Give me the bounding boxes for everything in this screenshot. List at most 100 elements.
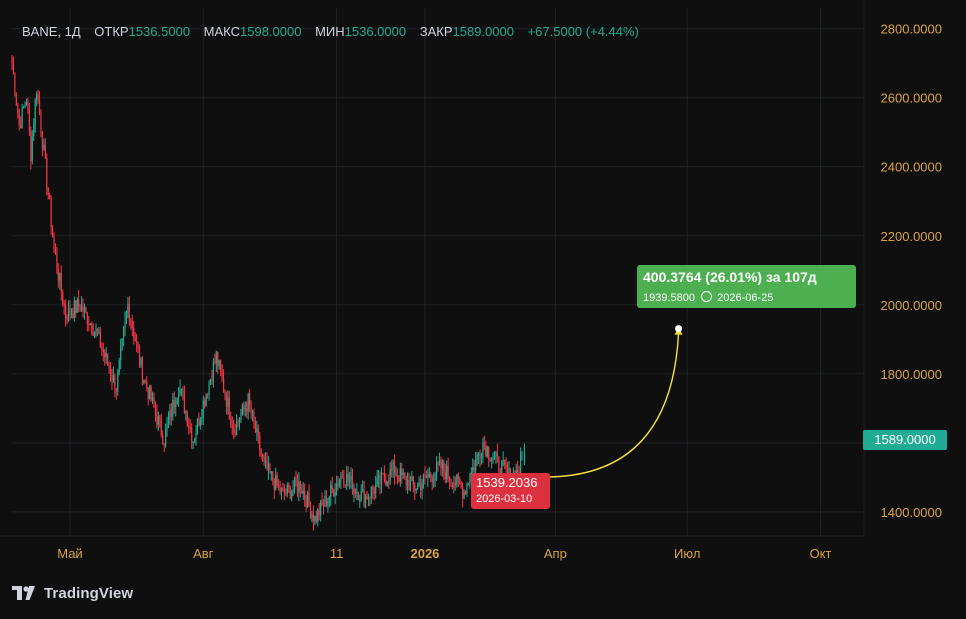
candle-body <box>175 403 177 408</box>
symbol-label[interactable]: BANE, 1Д <box>22 24 81 39</box>
candle-body <box>476 454 478 460</box>
tradingview-logo[interactable]: TradingView <box>12 583 133 603</box>
candle-body <box>247 393 249 412</box>
candle-body <box>304 490 306 499</box>
candle-body <box>517 469 519 474</box>
candle-body <box>117 372 119 392</box>
candle-body <box>479 454 481 458</box>
candle-body <box>444 471 446 480</box>
candle-body <box>72 313 74 318</box>
candle-body <box>318 509 320 516</box>
candle-body <box>160 418 162 436</box>
candle-body <box>435 462 438 474</box>
start-callout[interactable]: 1539.2036 2026-03-10 <box>471 473 550 509</box>
candle-body <box>207 394 209 396</box>
candle-body <box>372 486 374 490</box>
candle-body <box>202 400 204 418</box>
low-label: МИН <box>315 24 345 39</box>
candle-body <box>269 464 271 473</box>
candle-body <box>137 342 139 349</box>
candle-body <box>504 460 506 465</box>
candle-body <box>440 460 442 468</box>
candle-body <box>122 329 125 339</box>
candle-body <box>279 485 281 493</box>
candle-body <box>193 439 196 443</box>
candle-body <box>392 461 394 471</box>
tradingview-logo-icon <box>12 586 35 600</box>
candle-body <box>406 480 409 486</box>
candle-body <box>402 472 404 476</box>
candle-body <box>249 393 251 405</box>
candle-body <box>395 475 397 477</box>
candle-body <box>308 492 310 505</box>
candle-body <box>311 513 313 518</box>
candle-body <box>270 471 272 473</box>
candle-body <box>134 337 136 342</box>
change-value: +67.5000 (+4.44%) <box>527 24 639 39</box>
candle-body <box>149 386 151 400</box>
candle-body <box>408 480 410 491</box>
candle-body <box>480 456 483 458</box>
projection-curve[interactable] <box>536 333 680 478</box>
candle-body <box>147 388 149 400</box>
candle-body <box>92 332 94 336</box>
candle-body <box>441 461 443 468</box>
time-tick-label: 2026 <box>410 546 439 561</box>
candle-body <box>231 425 233 429</box>
candle-body <box>83 307 86 312</box>
candle-body <box>227 397 229 407</box>
target-callout[interactable]: 400.3764 (26.01%) за 107д 1939.5800 2026… <box>637 265 856 308</box>
candle-body <box>446 465 448 480</box>
candle-body <box>388 481 390 483</box>
candle-body <box>136 341 138 343</box>
candle-body <box>401 468 403 476</box>
candle-body <box>98 331 100 334</box>
candle-body <box>482 443 484 457</box>
candle-body <box>173 399 175 408</box>
candle-body <box>50 199 52 228</box>
candle-body <box>114 375 116 391</box>
candle-body <box>414 484 416 491</box>
time-axis[interactable]: Май Авг 11 2026 Апр Июл Окт <box>0 535 864 561</box>
candle-body <box>221 370 223 379</box>
candle-body <box>496 452 499 457</box>
candles[interactable] <box>11 54 526 531</box>
candle-body <box>224 391 226 396</box>
candle-body <box>341 476 343 478</box>
candle-body <box>124 320 126 330</box>
candle-body <box>291 491 293 499</box>
candle-body <box>344 484 346 486</box>
candle-body <box>38 99 41 115</box>
candle-body <box>492 458 494 460</box>
candle-body <box>246 408 248 412</box>
candle-body <box>15 95 17 106</box>
candle-body <box>385 480 387 486</box>
candle-body <box>196 418 199 433</box>
projection-end-handle[interactable] <box>675 325 683 333</box>
candle-body <box>285 493 287 495</box>
candle-body <box>130 320 132 322</box>
candle-body <box>128 303 130 321</box>
candle-body <box>234 432 236 436</box>
candle-body <box>334 492 336 496</box>
candle-body <box>166 424 168 430</box>
candle-body <box>262 455 264 458</box>
candle-body <box>62 291 64 304</box>
high-value: 1598.0000 <box>240 24 302 39</box>
candle-body <box>430 474 432 478</box>
candle-body <box>501 461 503 477</box>
candle-body <box>356 492 358 494</box>
candle-body <box>131 321 133 329</box>
candle-body <box>182 388 184 395</box>
candle-body <box>459 479 461 485</box>
candle-body <box>54 248 57 255</box>
candle-body <box>14 74 16 96</box>
candle-body <box>312 513 314 522</box>
candle-body <box>199 419 201 426</box>
candle-body <box>140 358 142 365</box>
price-axis[interactable]: 2800.0000 2600.0000 2400.0000 2200.0000 2000… <box>863 0 942 536</box>
candle-body <box>79 306 81 310</box>
candle-body <box>21 107 23 128</box>
